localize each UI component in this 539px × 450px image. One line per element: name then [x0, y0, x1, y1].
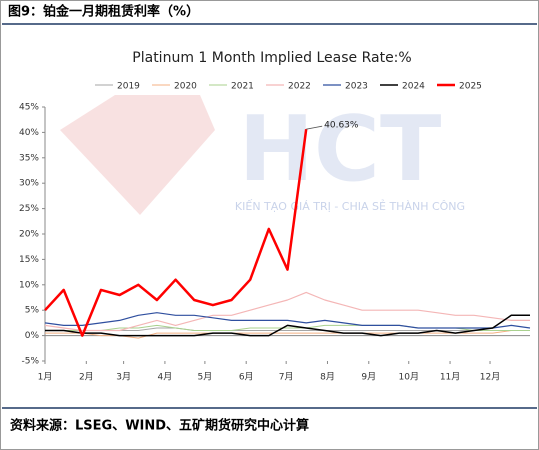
legend-label: 2021 [231, 82, 254, 92]
annotation: 40.63% [324, 121, 359, 131]
y-tick-label: 5% [25, 306, 40, 316]
legend-label: 2022 [288, 82, 311, 92]
series-line [44, 291, 530, 332]
series-line [45, 330, 530, 339]
plot: -5% 0% 5% 10% 15% 20% 25% 30% 35% 40% 45% 1月 2月 3月 4月 5… [19, 103, 531, 383]
legend-label: 2024 [402, 82, 425, 92]
legend-label: 2019 [117, 82, 140, 92]
legend: 2019 2020 2021 2022 2023 2024 2025 [95, 82, 482, 92]
x-tick-label: 6月 [239, 372, 254, 383]
footer-source: 资料来源：LSEG、WIND、五矿期货研究中心计算 [10, 418, 309, 434]
watermark-logo: HCT [239, 97, 442, 202]
series-line [45, 327, 530, 331]
y-tick-label: 25% [19, 204, 39, 214]
x-tick-label: 2月 [79, 372, 94, 383]
y-tick-label: 10% [19, 280, 39, 290]
x-tick-label: 10月 [399, 372, 419, 383]
x-tick-label: 1月 [38, 372, 53, 383]
x-tick-label: 5月 [198, 372, 213, 383]
y-tick-label: -5% [21, 357, 39, 367]
x-tick-label: 3月 [116, 372, 131, 383]
annotation-leader [306, 125, 323, 130]
y-tick-label: 45% [19, 103, 39, 113]
series-line [44, 129, 308, 337]
legend-label: 2025 [459, 82, 482, 92]
chart-title: Platinum 1 Month Implied Lease Rate:% [132, 50, 411, 66]
y-tick-label: 35% [19, 153, 39, 163]
x-tick-label: 8月 [320, 372, 335, 383]
y-tick-label: 30% [19, 179, 39, 189]
x-tick-label: 11月 [440, 372, 460, 383]
x-tick-label: 4月 [158, 372, 173, 383]
header-title: 图9：铂金一月期租赁利率（%） [8, 4, 199, 20]
watermark-logo-shape [60, 95, 215, 215]
series-line [44, 312, 531, 329]
y-tick-label: 40% [19, 128, 39, 138]
legend-label: 2020 [174, 82, 197, 92]
series-line [45, 314, 530, 337]
x-tick-label: 9月 [361, 372, 376, 383]
x-tick-label: 7月 [279, 372, 294, 383]
y-tick-label: 0% [25, 331, 40, 341]
x-tick-label: 12月 [480, 372, 500, 383]
legend-label: 2023 [345, 82, 368, 92]
y-tick-label: 15% [19, 255, 39, 265]
y-tick-label: 20% [19, 230, 39, 240]
watermark-tagline: KIẾN TẠO GIÁ TRỊ - CHIA SẺ THÀNH CÔNG [235, 199, 465, 213]
